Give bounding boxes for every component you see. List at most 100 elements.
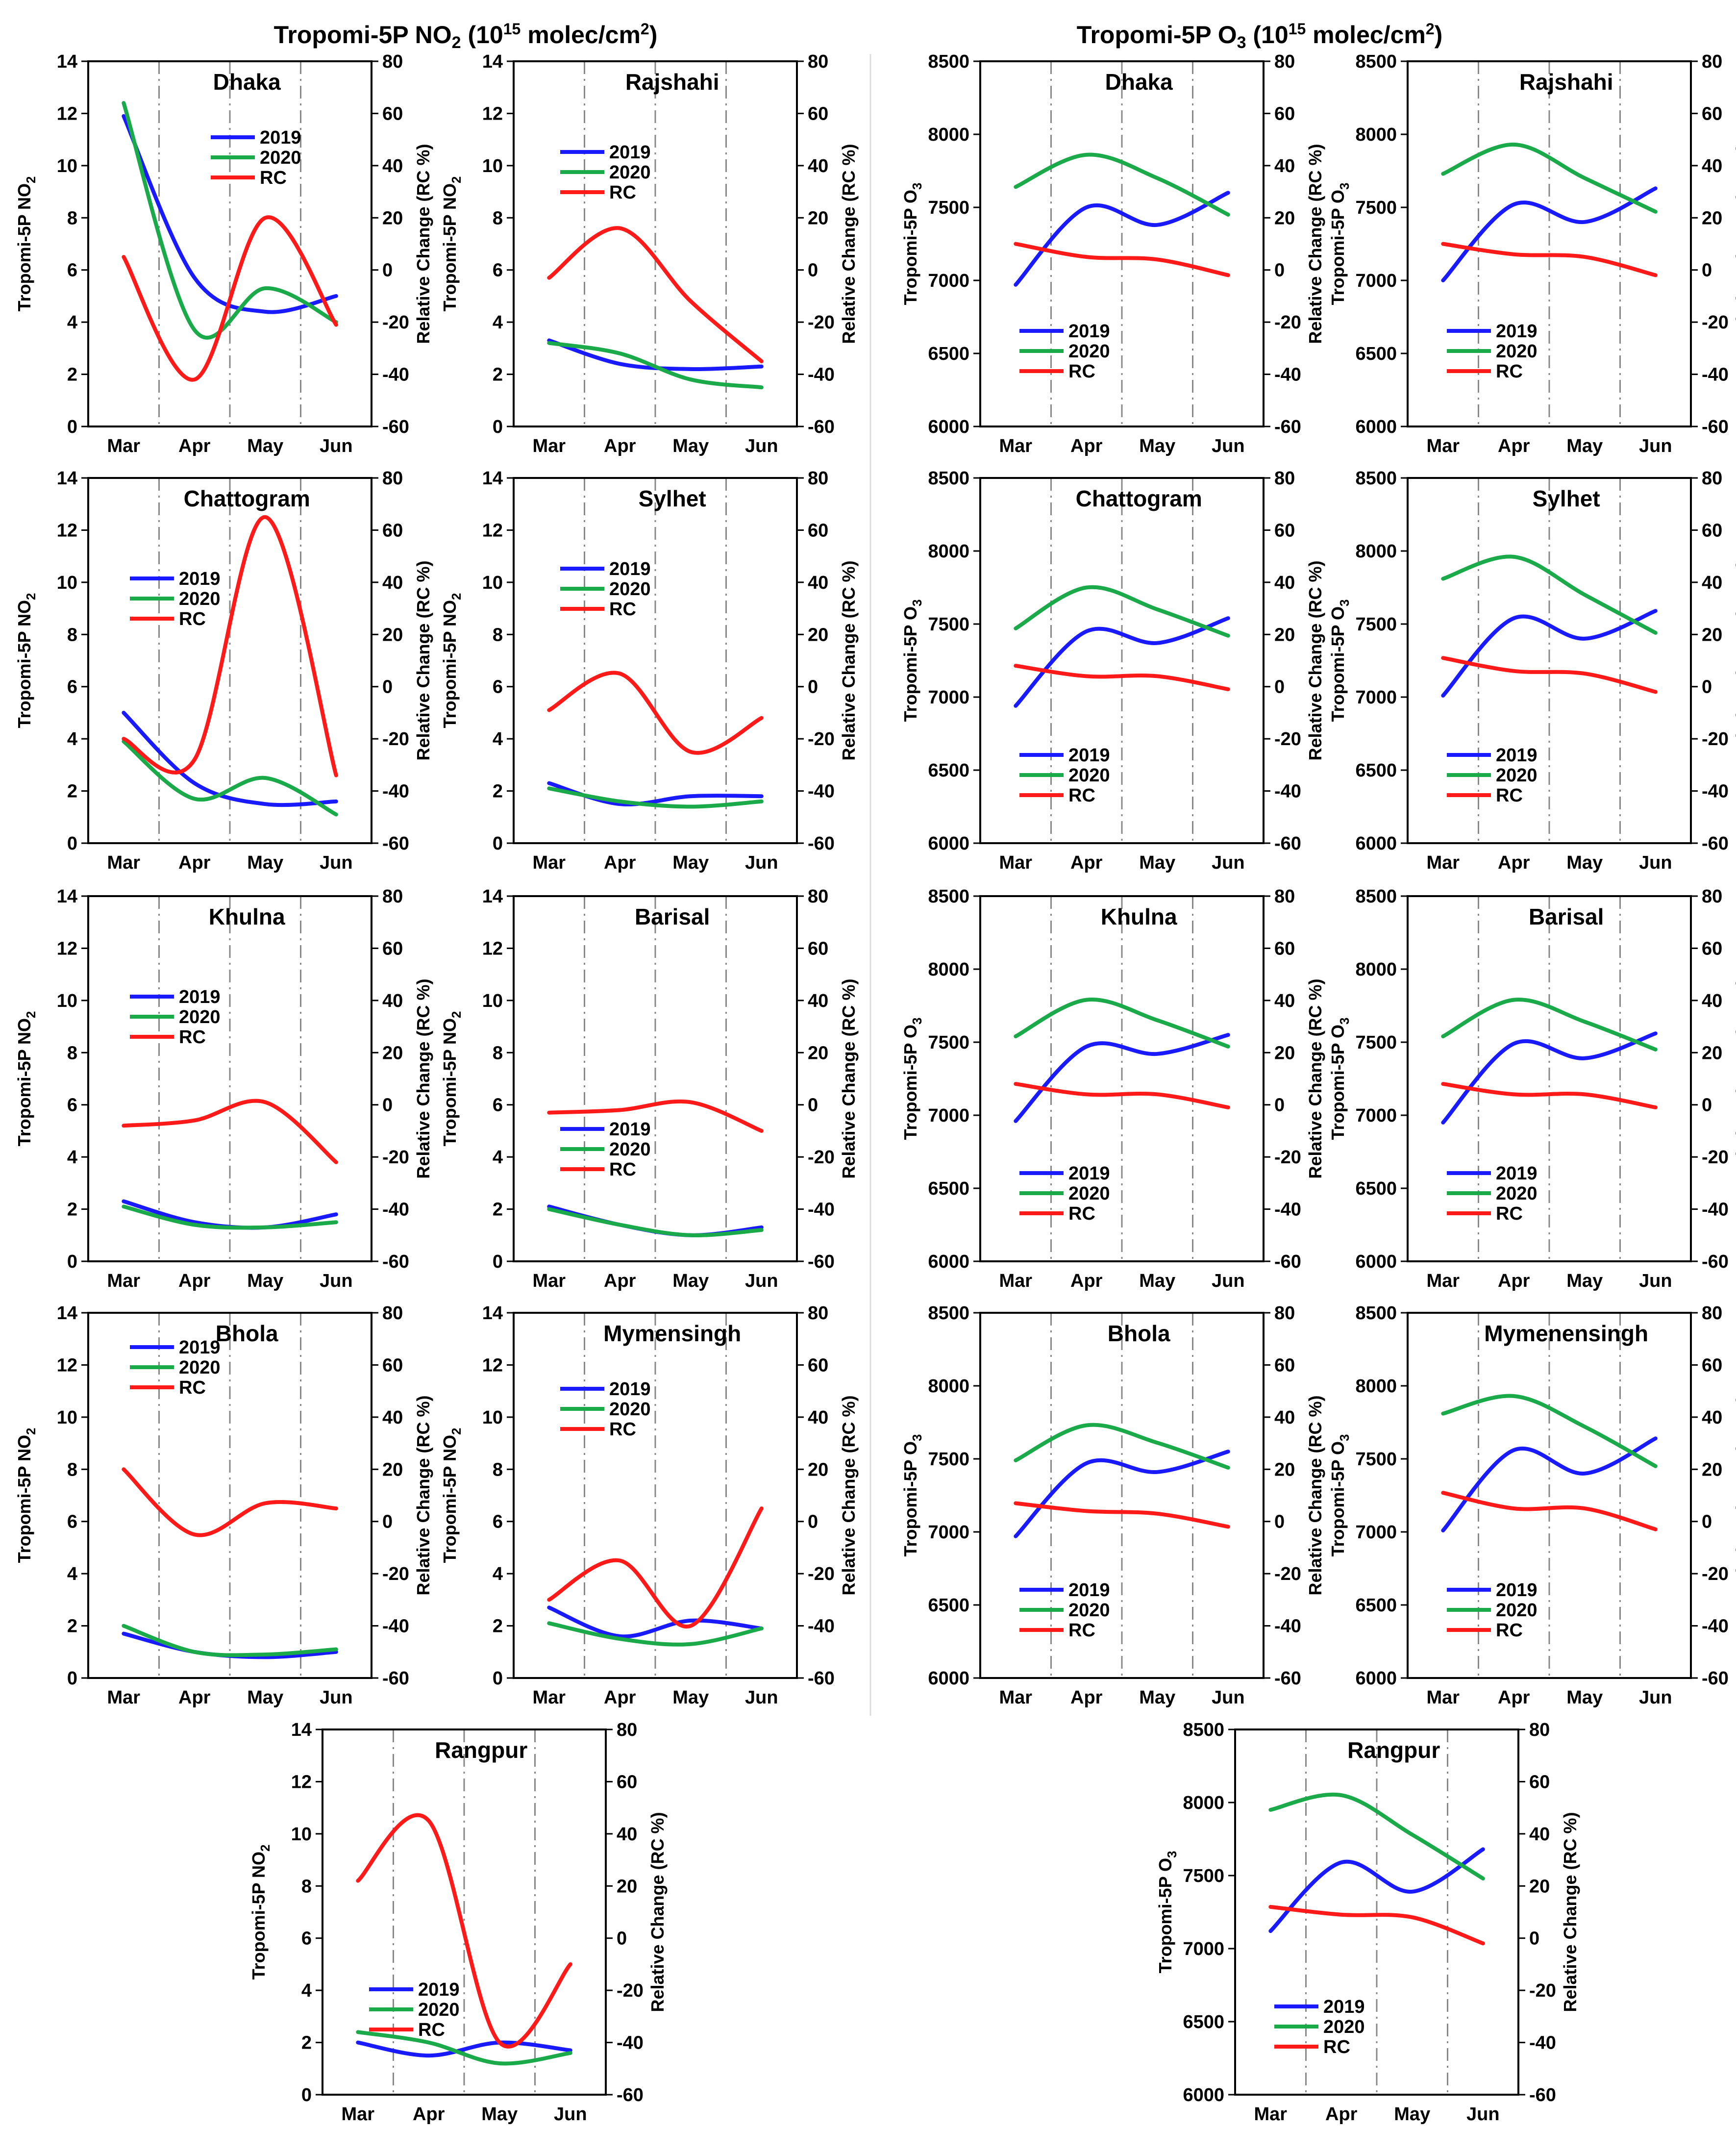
left-tick-label: 6: [493, 677, 503, 698]
left-tick-label: 6500: [928, 344, 969, 364]
left-tick-label: 7500: [928, 198, 969, 218]
left-tick-label: 14: [57, 468, 77, 489]
right-tick-label: -20: [1274, 312, 1301, 333]
left-tick-label: 7000: [928, 271, 969, 291]
right-tick-label: -20: [808, 312, 835, 333]
right-tick-label: 60: [382, 1355, 403, 1376]
right-tick-label: 40: [808, 573, 828, 593]
left-tick-label: 7000: [1355, 271, 1397, 291]
right-tick-label: 20: [808, 625, 828, 645]
series-line-2019: [1441, 186, 1658, 282]
legend-label-2020: 2020: [179, 1357, 221, 1378]
right-tick-label: 40: [1702, 156, 1722, 176]
right-tick-label: 0: [382, 1512, 393, 1532]
right-tick-label: 0: [382, 260, 393, 281]
series-line-2019: [1441, 1436, 1658, 1532]
panel-title: Rajshahi: [1519, 69, 1613, 95]
left-tick-label: 10: [57, 1407, 77, 1428]
left-axis-label: Tropomi-5P O3: [1155, 1851, 1179, 1974]
x-tick-label: May: [672, 1687, 709, 1708]
x-tick-label: Apr: [413, 2104, 445, 2125]
right-tick-label: 60: [1702, 1355, 1722, 1376]
legend-label-2020: 2020: [1068, 341, 1110, 362]
left-tick-label: 12: [482, 520, 503, 541]
left-axis-label: Tropomi-5P NO2: [440, 1428, 464, 1563]
left-tick-label: 6: [67, 1512, 77, 1532]
panel-no2-barisal: 0 2 4 6 8 10 12 14 -60 -40 -20 0 20 40 60 80 Mar Apr May Ju…: [440, 886, 859, 1291]
panel-title: Rangpur: [1347, 1737, 1440, 1763]
panel-no2-chattogram: 0 2 4 6 8 10 12 14 -60 -40 -20 0 20 40 60 80 Mar Apr May Ju…: [14, 468, 433, 873]
left-tick-label: 6500: [928, 1595, 969, 1616]
x-tick-label: May: [1139, 852, 1175, 873]
panel-title: Khulna: [1101, 904, 1177, 929]
plot-frame: [322, 1728, 607, 2096]
left-axis-label: Tropomi-5P O3: [1328, 1434, 1352, 1557]
legend-label-rc: RC: [1068, 1620, 1095, 1641]
right-axis-label: Relative Change (RC %): [413, 1395, 433, 1595]
series-line-rc: [547, 1099, 764, 1133]
right-tick-label: 40: [1702, 573, 1722, 593]
right-tick-label: 0: [1702, 1512, 1712, 1532]
left-tick-label: 14: [57, 1303, 77, 1324]
left-axis-label-subscript: 2: [24, 593, 38, 600]
left-tick-label: 2: [67, 1616, 77, 1637]
legend-label-2020: 2020: [260, 148, 301, 168]
right-tick-label: -40: [1274, 365, 1301, 385]
legend-label-2020: 2020: [179, 1007, 221, 1027]
left-axis-label-subscript: 3: [1337, 183, 1352, 190]
x-tick-label: Mar: [532, 1687, 566, 1708]
left-tick-label: 8: [67, 625, 77, 645]
left-tick-label: 7000: [1355, 1522, 1397, 1543]
panel-no2-dhaka: 0 2 4 6 8 10 12 14 -60 -40 -20 0 20 40 60 80 Mar Apr May Ju…: [14, 51, 433, 456]
right-tick-label: -40: [808, 1200, 835, 1220]
right-tick-label: 40: [808, 991, 828, 1011]
legend-label-rc: RC: [609, 1419, 636, 1440]
left-tick-label: 7500: [1355, 614, 1397, 635]
x-tick-label: Jun: [1212, 436, 1245, 456]
series-line-rc: [547, 226, 764, 363]
series-line-2020: [1014, 1423, 1230, 1470]
x-tick-label: Apr: [604, 852, 636, 873]
left-axis-label: Tropomi-5P NO2: [440, 593, 464, 728]
legend-label-rc: RC: [1496, 785, 1523, 806]
left-axis-label-subscript: 3: [1165, 1851, 1179, 1858]
left-tick-label: 8000: [928, 125, 969, 145]
left-axis-label-text: Tropomi-5P O: [1328, 606, 1348, 722]
plot-frame: [1407, 895, 1692, 1262]
right-tick-label: 0: [808, 677, 818, 698]
right-axis-label: Relative Change (RC %): [1305, 144, 1325, 344]
left-tick-label: 6000: [1355, 833, 1397, 854]
x-tick-label: Apr: [178, 1271, 211, 1291]
right-tick-label: -20: [1702, 1564, 1729, 1584]
right-tick-label: 20: [1702, 625, 1722, 645]
panel-title: Sylhet: [1533, 486, 1600, 511]
right-tick-label: 20: [1274, 1043, 1295, 1063]
panel-no2-sylhet: 0 2 4 6 8 10 12 14 -60 -40 -20 0 20 40 60 80 Mar Apr May Ju…: [440, 468, 859, 873]
series-line-2020: [1441, 998, 1658, 1052]
right-tick-label: 60: [1274, 1355, 1295, 1376]
right-tick-label: 20: [1274, 625, 1295, 645]
left-tick-label: 14: [482, 468, 503, 489]
series-line-rc: [1014, 664, 1230, 691]
left-tick-label: 8: [301, 1876, 312, 1897]
left-tick-label: 6000: [1355, 1668, 1397, 1689]
right-axis-label: Relative Change (RC %): [1305, 978, 1325, 1178]
left-tick-label: 6500: [928, 760, 969, 781]
left-axis-label: Tropomi-5P O3: [1328, 183, 1352, 305]
right-tick-label: 80: [808, 51, 828, 72]
left-tick-label: 10: [57, 156, 77, 176]
legend-label-rc: RC: [1496, 361, 1523, 382]
x-tick-label: Apr: [604, 1687, 636, 1708]
left-tick-label: 6000: [1355, 1252, 1397, 1272]
right-tick-label: 20: [808, 1043, 828, 1063]
left-tick-label: 4: [493, 1564, 503, 1584]
right-tick-label: 0: [1529, 1929, 1539, 1949]
legend-label-2019: 2019: [1068, 321, 1110, 342]
panel-title: Mymenensingh: [1484, 1321, 1648, 1346]
right-tick-label: -60: [1274, 417, 1301, 437]
right-tick-label: -60: [1529, 2085, 1556, 2105]
left-axis-label-subscript: 2: [258, 1845, 273, 1852]
right-tick-label: 80: [808, 468, 828, 489]
x-tick-label: May: [247, 1271, 283, 1291]
legend-label-2020: 2020: [1496, 341, 1538, 362]
